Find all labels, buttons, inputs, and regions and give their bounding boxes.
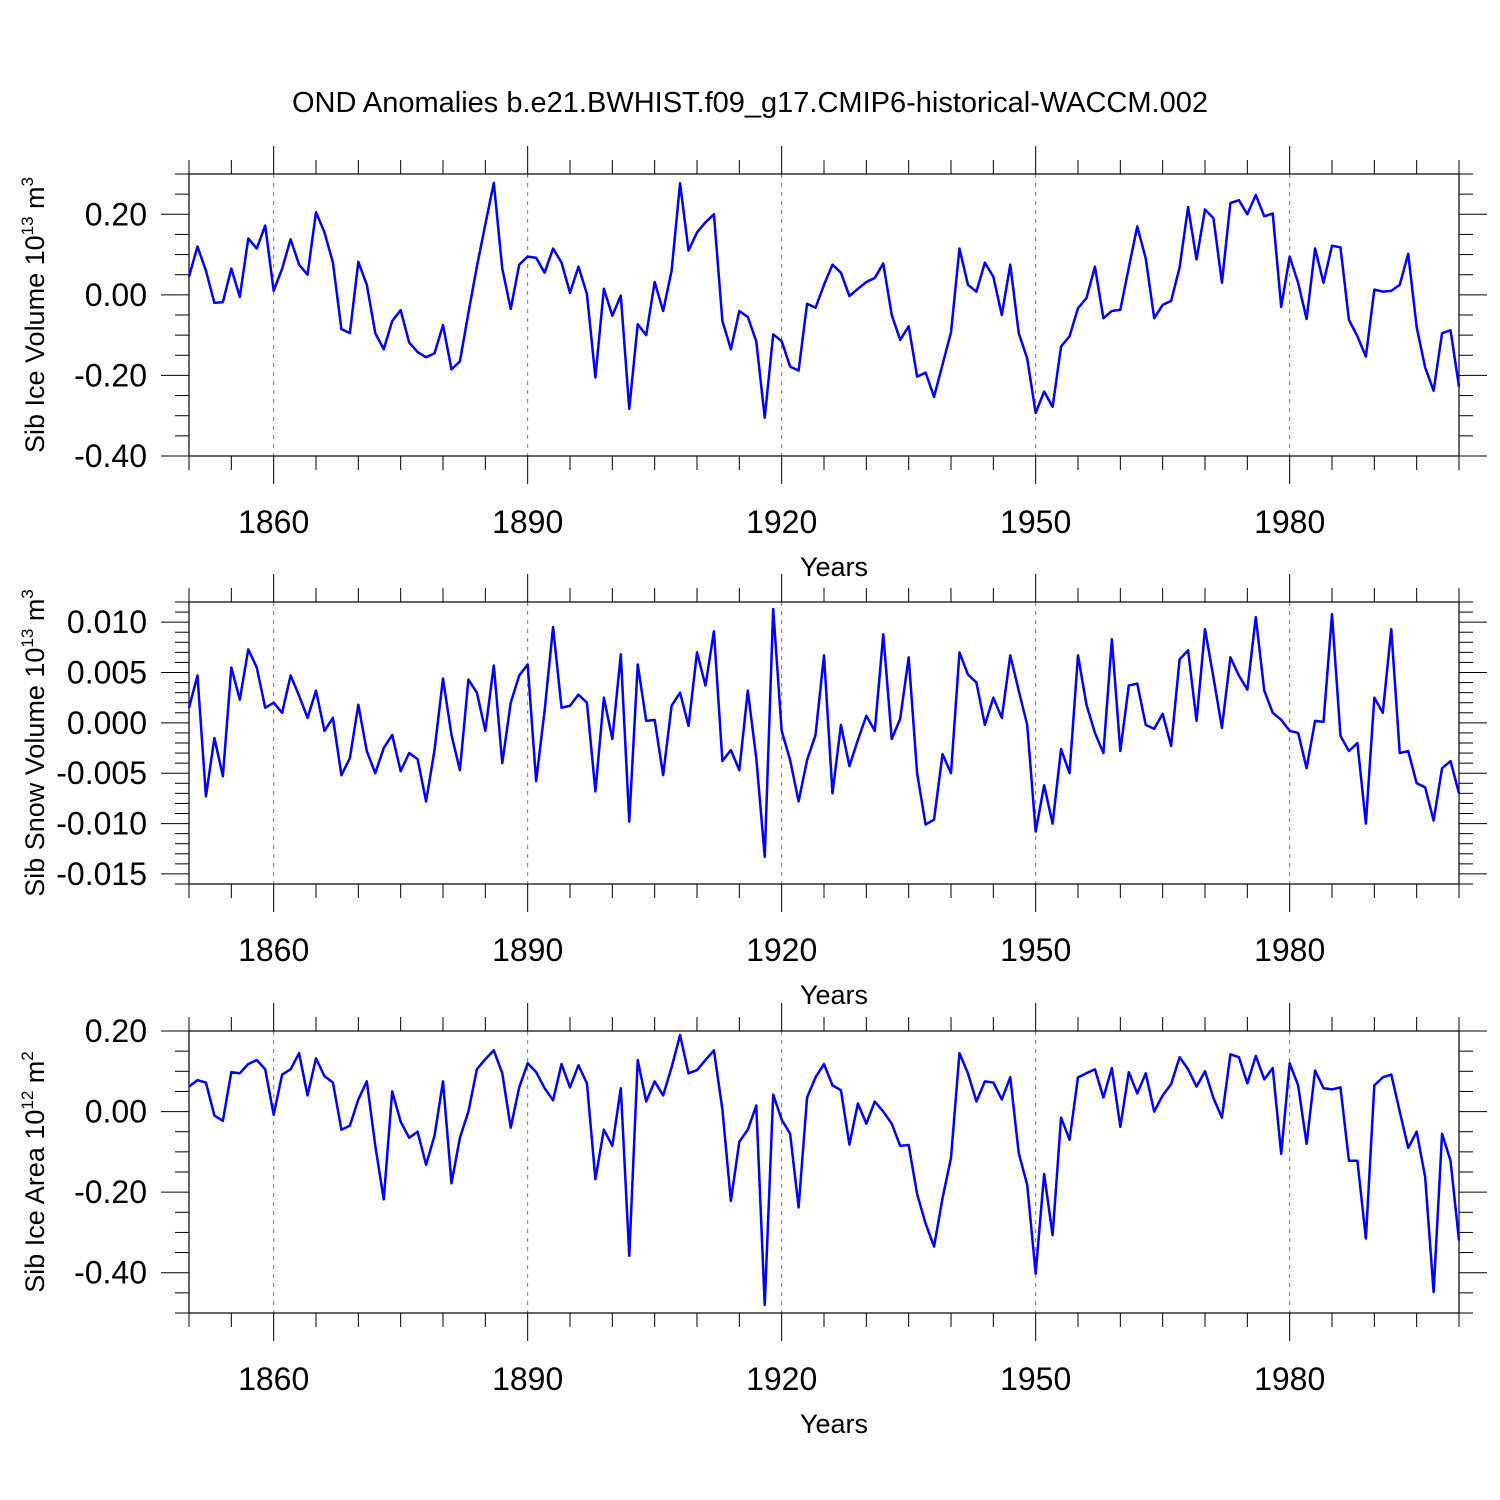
plot-frame — [188, 173, 1460, 457]
y-tick-label: 0.005 — [67, 655, 147, 691]
x-tick-label: 1860 — [238, 504, 309, 540]
panel-sib-snow-volume: -0.015 -0.010 -0.005 0.000 0.005 0.010 1860 189… — [18, 574, 1487, 1010]
x-tick-label: 1860 — [238, 1361, 309, 1397]
x-tick-label: 1890 — [492, 504, 563, 540]
series-line — [188, 1033, 1461, 1307]
x-tick-label: 1890 — [492, 1361, 563, 1397]
plot-frame — [188, 1030, 1460, 1314]
x-axis-label: Years — [800, 980, 868, 1010]
x-tick-label: 1980 — [1254, 1361, 1325, 1397]
y-tick-label: 0.00 — [85, 1094, 147, 1130]
x-tick-label: 1950 — [1000, 504, 1071, 540]
y-tick-label: -0.20 — [74, 1174, 147, 1210]
x-tick-label: 1980 — [1254, 932, 1325, 968]
series-line — [187, 607, 1461, 859]
x-tick-label: 1890 — [492, 932, 563, 968]
panel-sib-ice-volume: -0.40 -0.20 0.00 0.20 1860 1890 1920 1950 1980 Ye… — [18, 146, 1487, 582]
series-line — [187, 181, 1461, 419]
y-tick-label: 0.20 — [85, 196, 147, 232]
x-tick-label: 1920 — [746, 504, 817, 540]
y-axis-label: Sib Snow Volume 1013 m3 — [18, 589, 50, 897]
y-tick-label: 0.000 — [67, 705, 147, 741]
x-tick-label: 1920 — [746, 1361, 817, 1397]
plot-frame — [188, 601, 1460, 885]
y-tick-label: -0.010 — [56, 806, 147, 842]
y-tick-label: -0.015 — [56, 856, 147, 892]
chart-title: OND Anomalies b.e21.BWHIST.f09_g17.CMIP6… — [292, 87, 1208, 119]
y-tick-label: -0.40 — [74, 1255, 147, 1291]
x-tick-label: 1920 — [746, 932, 817, 968]
x-tick-label: 1950 — [1000, 932, 1071, 968]
y-axis-label: Sib Ice Volume 1013 m3 — [18, 177, 50, 453]
y-tick-label: -0.005 — [56, 755, 147, 791]
y-tick-label: 0.00 — [85, 277, 147, 313]
x-axis-label: Years — [800, 1409, 868, 1439]
y-axis-label: Sib Ice Area 1012 m2 — [18, 1051, 50, 1293]
x-axis-label: Years — [800, 552, 868, 582]
y-tick-label: 0.20 — [85, 1013, 147, 1049]
y-tick-label: 0.010 — [67, 604, 147, 640]
y-tick-label: -0.20 — [74, 357, 147, 393]
x-tick-label: 1980 — [1254, 504, 1325, 540]
x-tick-label: 1860 — [238, 932, 309, 968]
x-tick-label: 1950 — [1000, 1361, 1071, 1397]
y-tick-label: -0.40 — [74, 438, 147, 474]
panel-sib-ice-area: -0.40 -0.20 0.00 0.20 1860 1890 1920 1950 1980 Ye… — [18, 1003, 1487, 1439]
